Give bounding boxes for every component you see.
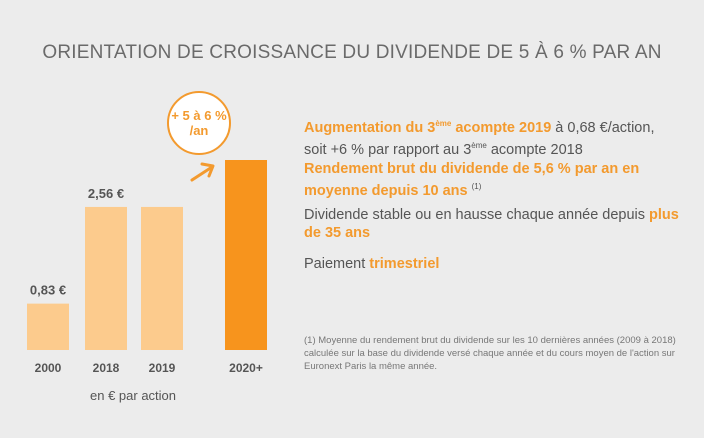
info-paragraph-stabilite: Dividende stable ou en hausse chaque ann… <box>304 207 679 241</box>
unit-label: en € par action <box>90 388 177 403</box>
paiement-highlight: trimestriel <box>369 256 440 272</box>
bar-value-label: 0,83 € <box>30 283 66 298</box>
x-tick-label: 2019 <box>149 361 176 375</box>
rendement-highlight: Rendement brut du dividende de 5,6 % par… <box>304 161 640 199</box>
info-paragraph-paiement: Paiement trimestriel <box>304 256 440 272</box>
x-tick-label: 2020+ <box>229 361 263 375</box>
info-paragraph-rendement: Rendement brut du dividende de 5,6 % par… <box>304 160 689 200</box>
info-paragraph-acompte: Augmentation du 3ème acompte 2019 à 0,68… <box>304 119 655 158</box>
growth-badge-line1: + 5 à 6 % <box>171 108 227 123</box>
bar-2020-plus <box>225 160 267 350</box>
bar-2019 <box>141 206 183 350</box>
stabilite-highlight: plus de 35 ans <box>304 207 679 241</box>
bar-2000 <box>27 303 69 350</box>
acompte-text: à 0,68 €/action, <box>551 120 655 136</box>
bar-2018 <box>85 206 127 350</box>
bar-value-label: 2,56 € <box>88 186 124 201</box>
x-tick-label: 2018 <box>93 361 120 375</box>
rendement-footnote-ref: (1) <box>471 182 482 191</box>
footnote: (1) Moyenne du rendement brut du dividen… <box>304 335 676 372</box>
growth-badge: + 5 à 6 % /an <box>167 91 231 155</box>
acompte-highlight: Augmentation du 3ème acompte 2019 <box>304 119 552 136</box>
growth-badge-line2: /an <box>189 123 209 138</box>
page-title: ORIENTATION DE CROISSANCE DU DIVIDENDE D… <box>42 42 662 63</box>
growth-arrow-icon <box>190 162 215 182</box>
x-tick-label: 2000 <box>35 361 62 375</box>
